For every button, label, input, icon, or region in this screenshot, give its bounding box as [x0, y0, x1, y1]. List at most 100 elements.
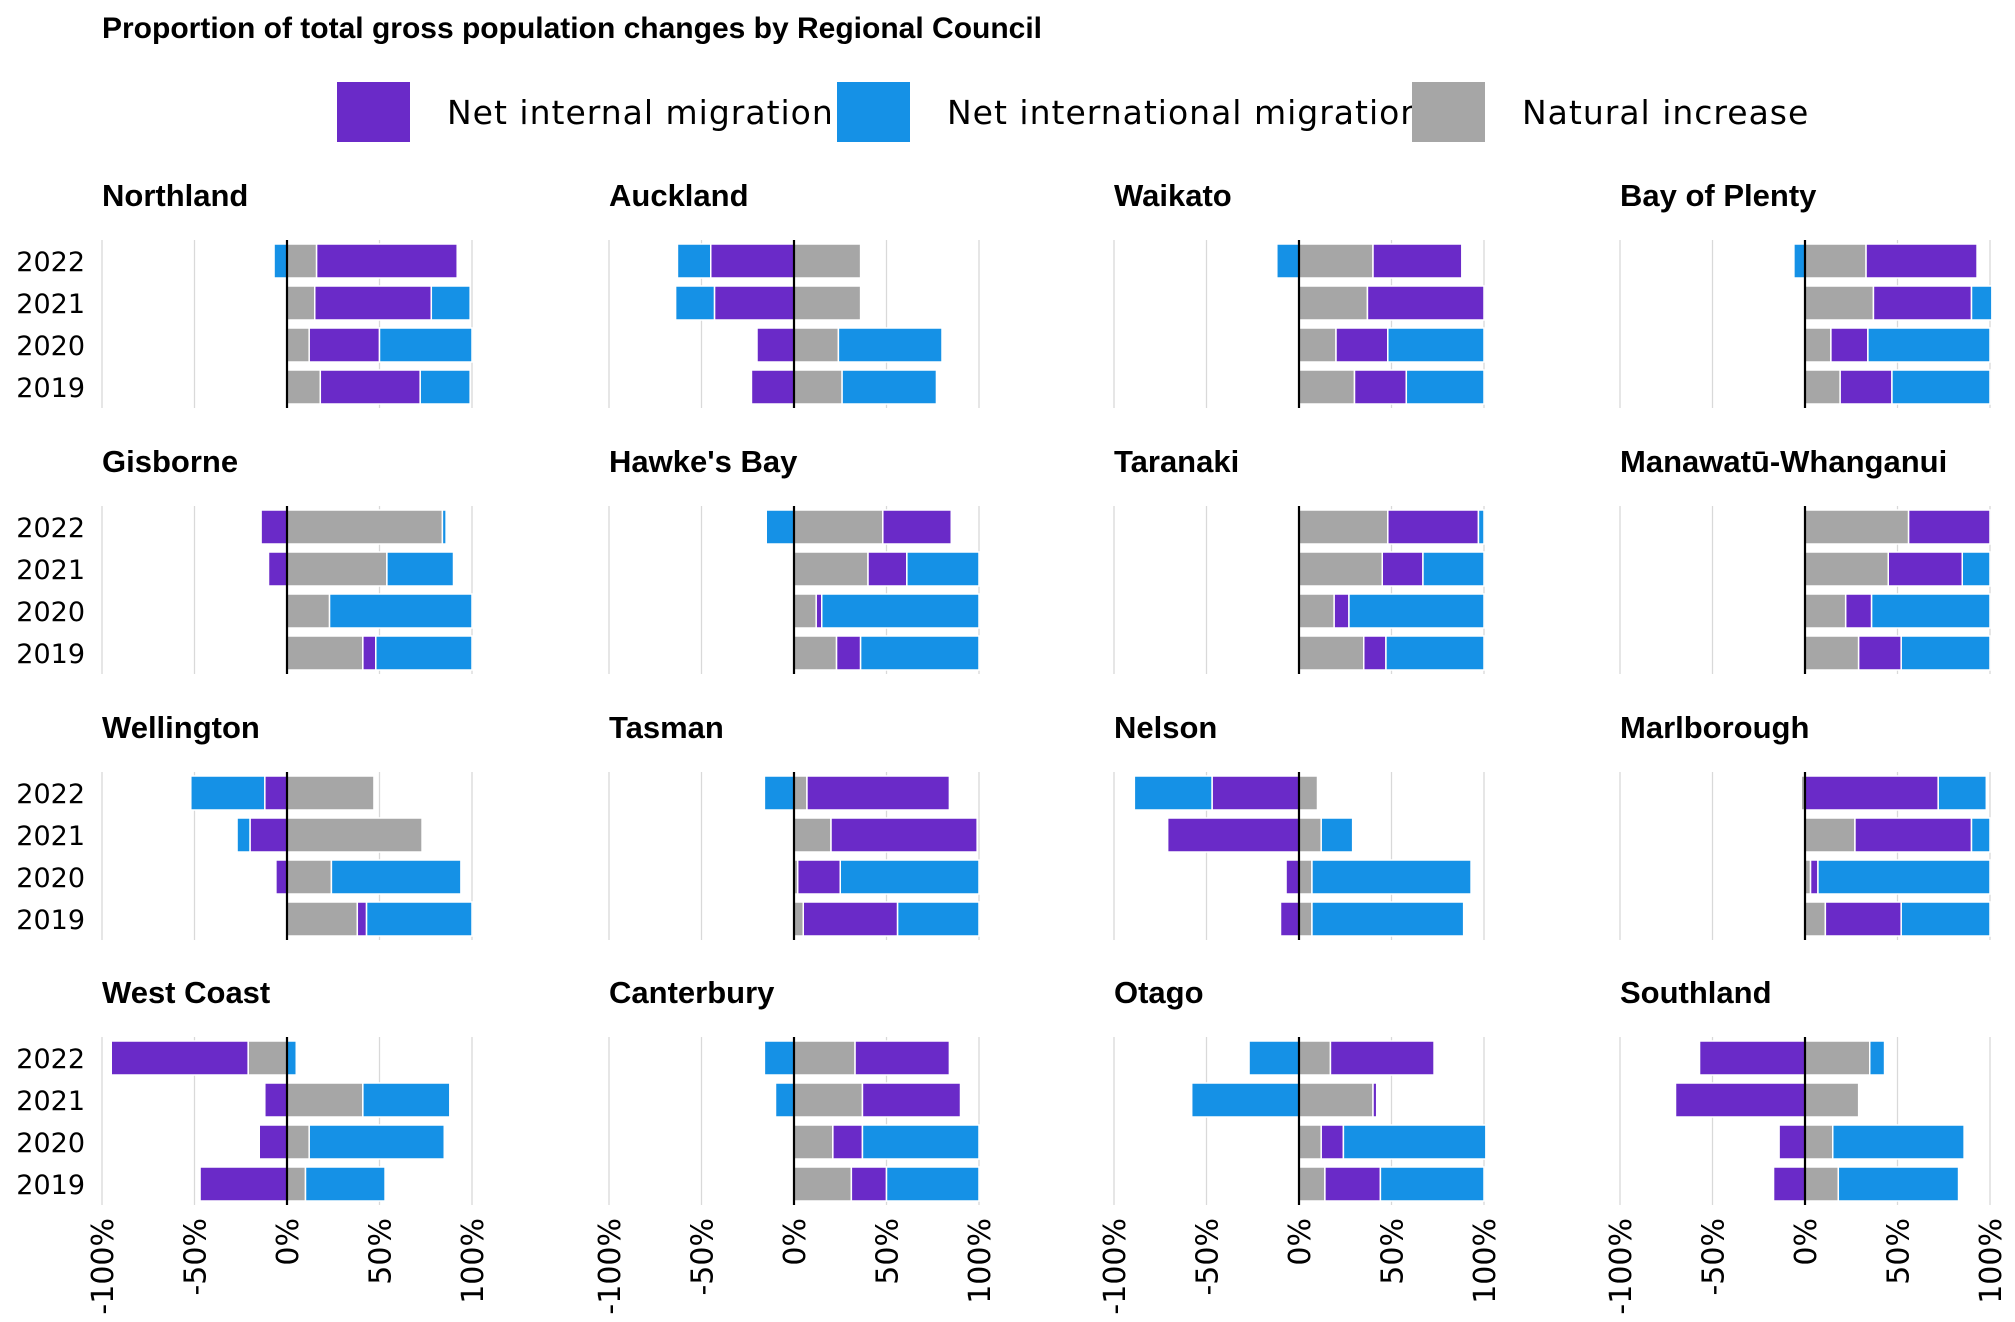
bar-hawke-s-bay-2019-natural	[793, 635, 838, 671]
bar-canterbury-2020-natural	[793, 1124, 834, 1160]
year-label-2019: 2019	[16, 905, 85, 936]
bar-tasman-2022-international	[763, 775, 795, 811]
bar-northland-2021-natural	[286, 285, 316, 321]
bar-marlborough-2021-internal	[1854, 817, 1973, 853]
year-label-2020: 2020	[16, 1128, 85, 1159]
year-label-2020: 2020	[16, 331, 85, 362]
bar-manawat-whanganui-2021-international	[1961, 551, 1991, 587]
bar-wellington-2022-internal	[264, 775, 288, 811]
bar-otago-2020-natural	[1298, 1124, 1322, 1160]
bar-bay-of-plenty-2019-internal	[1839, 369, 1893, 405]
bar-otago-2022-natural	[1298, 1040, 1332, 1076]
year-label-2020: 2020	[16, 863, 85, 894]
year-label-2019: 2019	[16, 1170, 85, 1201]
bar-bay-of-plenty-2021-international	[1970, 285, 1993, 321]
bar-tasman-2022-natural	[793, 775, 808, 811]
bar-northland-2022-international	[273, 243, 288, 279]
bar-gisborne-2022-internal	[260, 509, 288, 545]
bar-manawat-whanganui-2021-natural	[1804, 551, 1889, 587]
bar-taranaki-2022-international	[1477, 509, 1485, 545]
bar-marlborough-2020-international	[1817, 859, 1991, 895]
bar-auckland-2020-natural	[793, 327, 840, 363]
bar-manawat-whanganui-2022-natural	[1804, 509, 1910, 545]
panel-title-waikato: Waikato	[1114, 178, 1232, 213]
bar-canterbury-2019-international	[885, 1166, 980, 1202]
legend-label-internal: Net internal migration	[447, 93, 834, 132]
bar-west-coast-2022-international	[286, 1040, 297, 1076]
bar-southland-2021-natural	[1804, 1082, 1860, 1118]
bar-taranaki-2022-natural	[1298, 509, 1389, 545]
bar-nelson-2019-internal	[1279, 901, 1300, 937]
bar-nelson-2021-internal	[1166, 817, 1300, 853]
bar-bay-of-plenty-2019-natural	[1804, 369, 1841, 405]
bar-manawat-whanganui-2019-natural	[1804, 635, 1860, 671]
bar-hawke-s-bay-2020-internal	[815, 593, 823, 629]
bar-southland-2022-natural	[1804, 1040, 1871, 1076]
bar-wellington-2019-international	[365, 901, 473, 937]
bar-southland-2020-internal	[1778, 1124, 1806, 1160]
panel-title-marlborough: Marlborough	[1620, 710, 1809, 745]
x-tick-label: 0%	[1283, 1218, 1318, 1266]
bar-taranaki-2019-natural	[1298, 635, 1365, 671]
bar-west-coast-2019-natural	[286, 1166, 307, 1202]
bar-bay-of-plenty-2021-internal	[1872, 285, 1973, 321]
bar-wellington-2021-international	[236, 817, 251, 853]
bar-canterbury-2021-internal	[861, 1082, 962, 1118]
chart-title: Proportion of total gross population cha…	[102, 12, 1043, 45]
bar-canterbury-2020-internal	[832, 1124, 864, 1160]
bar-hawke-s-bay-2021-international	[906, 551, 980, 587]
bar-canterbury-2019-internal	[850, 1166, 888, 1202]
bar-marlborough-2022-internal	[1804, 775, 1939, 811]
bar-bay-of-plenty-2020-internal	[1830, 327, 1869, 363]
bar-bay-of-plenty-2021-natural	[1804, 285, 1875, 321]
year-label-2020: 2020	[16, 597, 85, 628]
year-label-2022: 2022	[16, 247, 85, 278]
bar-wellington-2019-internal	[356, 901, 368, 937]
bar-hawke-s-bay-2019-internal	[835, 635, 862, 671]
bar-manawat-whanganui-2020-natural	[1804, 593, 1847, 629]
bar-gisborne-2020-natural	[286, 593, 331, 629]
bar-southland-2019-international	[1837, 1166, 1960, 1202]
panel-title-manawat-whanganui: Manawatū-Whanganui	[1620, 444, 1947, 479]
bar-canterbury-2021-natural	[793, 1082, 864, 1118]
bar-tasman-2019-natural	[793, 901, 804, 937]
bar-northland-2019-international	[419, 369, 471, 405]
bar-marlborough-2021-international	[1970, 817, 1991, 853]
bar-northland-2021-internal	[314, 285, 433, 321]
bar-tasman-2020-internal	[796, 859, 842, 895]
panel-title-southland: Southland	[1620, 975, 1772, 1010]
bar-manawat-whanganui-2022-internal	[1907, 509, 1991, 545]
x-tick-label: 0%	[271, 1218, 306, 1266]
panel-title-west-coast: West Coast	[102, 975, 270, 1010]
x-tick-label: 100%	[963, 1218, 998, 1304]
x-tick-label: -100%	[1098, 1218, 1133, 1315]
bar-marlborough-2021-natural	[1804, 817, 1856, 853]
x-tick-label: 50%	[1376, 1218, 1411, 1285]
bar-hawke-s-bay-2021-natural	[793, 551, 869, 587]
panel-title-hawke-s-bay: Hawke's Bay	[609, 444, 798, 479]
bar-gisborne-2020-international	[328, 593, 473, 629]
bar-waikato-2020-internal	[1335, 327, 1389, 363]
x-tick-label: -50%	[1697, 1218, 1732, 1296]
bar-gisborne-2021-internal	[267, 551, 288, 587]
bar-manawat-whanganui-2020-internal	[1844, 593, 1873, 629]
x-tick-label: 100%	[456, 1218, 491, 1304]
bar-northland-2021-international	[430, 285, 471, 321]
bar-west-coast-2021-natural	[286, 1082, 364, 1118]
bar-southland-2019-internal	[1772, 1166, 1806, 1202]
bar-auckland-2022-internal	[710, 243, 795, 279]
bar-taranaki-2020-internal	[1333, 593, 1350, 629]
bar-tasman-2021-natural	[793, 817, 832, 853]
bar-waikato-2021-natural	[1298, 285, 1369, 321]
bar-waikato-2022-natural	[1298, 243, 1374, 279]
bar-bay-of-plenty-2022-natural	[1804, 243, 1867, 279]
bar-otago-2022-international	[1248, 1040, 1300, 1076]
bar-hawke-s-bay-2022-natural	[793, 509, 884, 545]
bar-nelson-2022-natural	[1298, 775, 1319, 811]
bar-bay-of-plenty-2019-international	[1891, 369, 1991, 405]
bar-otago-2019-international	[1379, 1166, 1485, 1202]
legend-swatch-natural	[1412, 82, 1485, 142]
bar-marlborough-2019-international	[1900, 901, 1991, 937]
legend: Net internal migration Net international…	[337, 82, 1937, 142]
bar-southland-2022-internal	[1698, 1040, 1806, 1076]
